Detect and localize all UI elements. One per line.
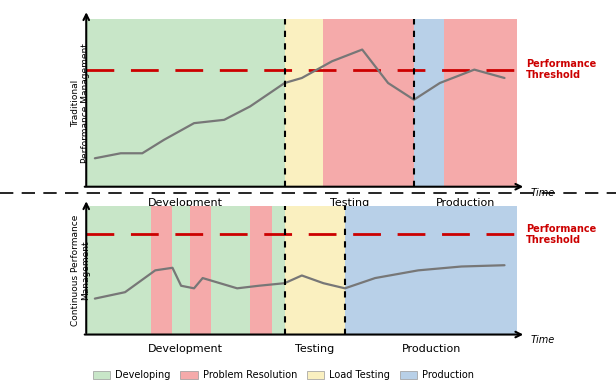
Text: Testing: Testing [330, 198, 369, 209]
Text: Performance
Threshold: Performance Threshold [526, 59, 596, 81]
Text: Production: Production [402, 343, 461, 354]
Bar [285, 19, 323, 187]
Text: Time: Time [530, 188, 554, 198]
Bar [86, 206, 285, 335]
Legend: Developing, Problem Resolution, Load Testing, Production: Developing, Problem Resolution, Load Tes… [89, 366, 478, 384]
Bar [444, 19, 517, 187]
Bar [190, 206, 211, 335]
Bar [86, 19, 285, 187]
Text: Time: Time [530, 335, 554, 345]
Text: Development: Development [148, 198, 223, 209]
Y-axis label: Traditional
Performance Management: Traditional Performance Management [71, 43, 91, 163]
Text: Testing: Testing [295, 343, 334, 354]
Bar [151, 206, 172, 335]
Bar [345, 206, 517, 335]
Text: Performance
Threshold: Performance Threshold [526, 224, 596, 245]
Bar [323, 19, 414, 187]
Text: Production: Production [436, 198, 495, 209]
Bar [414, 19, 444, 187]
Bar [250, 206, 272, 335]
Y-axis label: Continuous Performance
Management: Continuous Performance Management [71, 215, 91, 326]
Bar [285, 206, 345, 335]
Text: Development: Development [148, 343, 223, 354]
